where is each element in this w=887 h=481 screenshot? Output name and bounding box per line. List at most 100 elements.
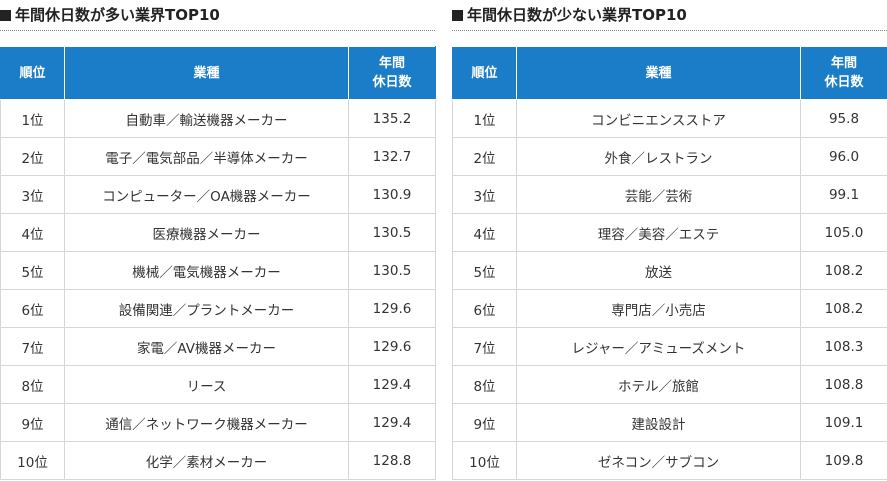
table-row: 4位 医療機器メーカー 130.5 [0, 213, 436, 252]
holidays-cell: 108.8 [800, 365, 887, 404]
fewest-holidays-heading: 年間休日数が少ない業界TOP10 [452, 0, 887, 31]
most-holidays-body: 1位 自動車／輸送機器メーカー 135.2 2位 電子／電気部品／半導体メーカー 132.… [0, 99, 436, 480]
holidays-cell: 129.6 [348, 289, 436, 328]
holidays-cell: 130.5 [348, 251, 436, 290]
industry-cell: ゼネコン／サブコン [516, 441, 801, 480]
industry-header: 業種 [516, 46, 801, 100]
table-row: 10位 化学／素材メーカー 128.8 [0, 441, 436, 480]
table-row: 8位 ホテル／旅館 108.8 [452, 365, 887, 404]
rank-cell: 6位 [0, 289, 65, 328]
table-row: 5位 機械／電気機器メーカー 130.5 [0, 251, 436, 290]
table-row: 2位 電子／電気部品／半導体メーカー 132.7 [0, 137, 436, 176]
holidays-cell: 109.8 [800, 441, 887, 480]
most-holidays-panel: 年間休日数が多い業界TOP10 順位 業種 年間 休日数 1位 自動車／輸送機器メー… [0, 0, 436, 480]
industry-cell: レジャー／アミューズメント [516, 327, 801, 366]
industry-cell: 外食／レストラン [516, 137, 801, 176]
holidays-header: 年間 休日数 [348, 46, 436, 100]
industry-cell: 化学／素材メーカー [64, 441, 349, 480]
table-row: 10位 ゼネコン／サブコン 109.8 [452, 441, 887, 480]
rank-cell: 2位 [452, 137, 517, 176]
rank-cell: 4位 [0, 213, 65, 252]
fewest-holidays-table: 順位 業種 年間 休日数 1位 コンビニエンスストア 95.8 2位 外食／レストラン 96… [452, 46, 887, 480]
most-holidays-table: 順位 業種 年間 休日数 1位 自動車／輸送機器メーカー 135.2 2位 電子／電気部品… [0, 46, 436, 480]
table-row: 3位 芸能／芸術 99.1 [452, 175, 887, 214]
rank-cell: 10位 [452, 441, 517, 480]
holidays-cell: 108.3 [800, 327, 887, 366]
fewest-holidays-title: 年間休日数が少ない業界TOP10 [467, 6, 687, 24]
holidays-cell: 129.4 [348, 403, 436, 442]
industry-cell: 建設設計 [516, 403, 801, 442]
black-square-icon [452, 10, 463, 21]
holidays-cell: 105.0 [800, 213, 887, 252]
holidays-cell: 130.5 [348, 213, 436, 252]
industry-cell: ホテル／旅館 [516, 365, 801, 404]
industry-cell: リース [64, 365, 349, 404]
rank-cell: 7位 [0, 327, 65, 366]
rank-cell: 5位 [452, 251, 517, 290]
industry-cell: 機械／電気機器メーカー [64, 251, 349, 290]
industry-cell: コンビニエンスストア [516, 99, 801, 138]
fewest-holidays-body: 1位 コンビニエンスストア 95.8 2位 外食／レストラン 96.0 3位 芸能／芸術 99.… [452, 99, 887, 480]
holidays-cell: 130.9 [348, 175, 436, 214]
rank-cell: 9位 [452, 403, 517, 442]
industry-cell: 医療機器メーカー [64, 213, 349, 252]
holidays-cell: 135.2 [348, 99, 436, 138]
table-row: 7位 レジャー／アミューズメント 108.3 [452, 327, 887, 366]
rank-cell: 8位 [452, 365, 517, 404]
rank-cell: 7位 [452, 327, 517, 366]
table-header-row: 順位 業種 年間 休日数 [452, 46, 887, 100]
industry-cell: 専門店／小売店 [516, 289, 801, 328]
industry-cell: コンピューター／OA機器メーカー [64, 175, 349, 214]
industry-header: 業種 [64, 46, 349, 100]
rank-cell: 9位 [0, 403, 65, 442]
holidays-cell: 95.8 [800, 99, 887, 138]
rank-cell: 1位 [452, 99, 517, 138]
holidays-cell: 129.4 [348, 365, 436, 404]
table-row: 8位 リース 129.4 [0, 365, 436, 404]
table-row: 9位 建設設計 109.1 [452, 403, 887, 442]
industry-cell: 放送 [516, 251, 801, 290]
table-row: 1位 自動車／輸送機器メーカー 135.2 [0, 99, 436, 138]
rank-cell: 6位 [452, 289, 517, 328]
black-square-icon [0, 10, 11, 21]
industry-cell: 芸能／芸術 [516, 175, 801, 214]
holidays-cell: 108.2 [800, 289, 887, 328]
table-row: 2位 外食／レストラン 96.0 [452, 137, 887, 176]
fewest-holidays-panel: 年間休日数が少ない業界TOP10 順位 業種 年間 休日数 1位 コンビニエンススト… [452, 0, 887, 480]
table-row: 6位 専門店／小売店 108.2 [452, 289, 887, 328]
industry-cell: 設備関連／プラントメーカー [64, 289, 349, 328]
rank-cell: 2位 [0, 137, 65, 176]
holidays-cell: 108.2 [800, 251, 887, 290]
holidays-cell: 96.0 [800, 137, 887, 176]
holidays-cell: 99.1 [800, 175, 887, 214]
table-row: 5位 放送 108.2 [452, 251, 887, 290]
industry-cell: 理容／美容／エステ [516, 213, 801, 252]
table-row: 1位 コンビニエンスストア 95.8 [452, 99, 887, 138]
holidays-cell: 128.8 [348, 441, 436, 480]
table-row: 4位 理容／美容／エステ 105.0 [452, 213, 887, 252]
holidays-header: 年間 休日数 [800, 46, 887, 100]
rank-cell: 8位 [0, 365, 65, 404]
rank-header: 順位 [0, 46, 65, 100]
rank-cell: 1位 [0, 99, 65, 138]
rank-cell: 3位 [0, 175, 65, 214]
rank-header: 順位 [452, 46, 517, 100]
rank-cell: 10位 [0, 441, 65, 480]
table-row: 6位 設備関連／プラントメーカー 129.6 [0, 289, 436, 328]
holidays-cell: 109.1 [800, 403, 887, 442]
rank-cell: 5位 [0, 251, 65, 290]
industry-cell: 自動車／輸送機器メーカー [64, 99, 349, 138]
table-row: 9位 通信／ネットワーク機器メーカー 129.4 [0, 403, 436, 442]
most-holidays-heading: 年間休日数が多い業界TOP10 [0, 0, 435, 31]
holidays-cell: 132.7 [348, 137, 436, 176]
table-row: 7位 家電／AV機器メーカー 129.6 [0, 327, 436, 366]
industry-cell: 家電／AV機器メーカー [64, 327, 349, 366]
industry-cell: 通信／ネットワーク機器メーカー [64, 403, 349, 442]
rank-cell: 4位 [452, 213, 517, 252]
industry-cell: 電子／電気部品／半導体メーカー [64, 137, 349, 176]
rank-cell: 3位 [452, 175, 517, 214]
table-header-row: 順位 業種 年間 休日数 [0, 46, 436, 100]
most-holidays-title: 年間休日数が多い業界TOP10 [15, 6, 220, 24]
holidays-cell: 129.6 [348, 327, 436, 366]
table-row: 3位 コンピューター／OA機器メーカー 130.9 [0, 175, 436, 214]
